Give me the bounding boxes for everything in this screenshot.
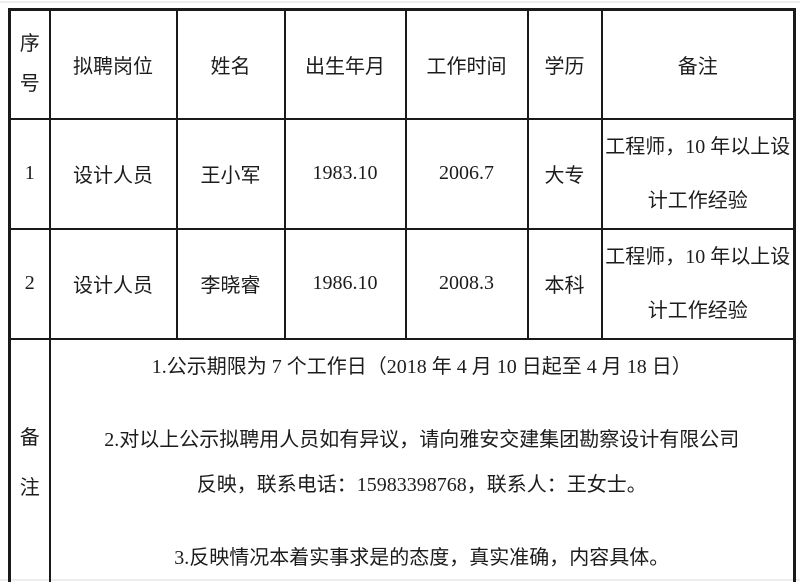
cell-work-start: 2008.3	[404, 227, 529, 340]
cell-name: 王小军	[175, 117, 286, 230]
footer-label-cell: 备注	[8, 337, 51, 582]
cell-position: 设计人员	[48, 227, 178, 340]
note-line: 1.公示期限为 7 个工作日（2018 年 4 月 10 日起至 4 月 18 …	[151, 355, 692, 378]
page-edge-top	[0, 1, 800, 3]
cell-remark: 工程师，10 年以上设计工作经验	[600, 117, 796, 230]
cell-index: 1	[8, 117, 51, 230]
header-cell-index: 序号	[8, 8, 51, 120]
header-cell-education: 学历	[526, 8, 603, 120]
footer-notes-cell: 1.公示期限为 7 个工作日（2018 年 4 月 10 日起至 4 月 18 …	[48, 337, 796, 582]
note-paragraph: 1.公示期限为 7 个工作日（2018 年 4 月 10 日起至 4 月 18 …	[52, 345, 793, 390]
cell-birth: 1986.10	[283, 227, 407, 340]
header-cell-work-start: 工作时间	[404, 8, 529, 120]
note-paragraph: 2.对以上公示拟聘用人员如有异议，请向雅安交建集团勘察设计有限公司 反映，联系电…	[52, 418, 793, 508]
header-row: 序号 拟聘岗位 姓名 出生年月 工作时间 学历 备注	[8, 8, 796, 120]
note-paragraph: 3.反映情况本着实事求是的态度，真实准确，内容具体。	[52, 536, 793, 581]
header-cell-birth: 出生年月	[283, 8, 407, 120]
table-row: 1 设计人员 王小军 1983.10 2006.7 大专 工程师，10 年以上设…	[8, 117, 796, 230]
header-cell-remark: 备注	[600, 8, 796, 120]
cell-work-start: 2006.7	[404, 117, 529, 230]
header-cell-position: 拟聘岗位	[48, 8, 178, 120]
cell-index: 2	[8, 227, 51, 340]
header-cell-name: 姓名	[175, 8, 286, 120]
note-line: 3.反映情况本着实事求是的态度，真实准确，内容具体。	[174, 546, 670, 569]
cell-remark: 工程师，10 年以上设计工作经验	[600, 227, 796, 340]
note-line: 2.对以上公示拟聘用人员如有异议，请向雅安交建集团勘察设计有限公司	[104, 428, 740, 451]
note-line: 反映，联系电话：15983398768，联系人：王女士。	[196, 473, 647, 496]
cell-name: 李晓睿	[175, 227, 286, 340]
cell-birth: 1983.10	[283, 117, 407, 230]
recruitment-publicity-table: 序号 拟聘岗位 姓名 出生年月 工作时间 学历 备注 1 设计人员 王小军 19…	[8, 8, 796, 582]
cell-position: 设计人员	[48, 117, 178, 230]
cell-education: 本科	[526, 227, 603, 340]
cell-education: 大专	[526, 117, 603, 230]
footer-row: 备注 1.公示期限为 7 个工作日（2018 年 4 月 10 日起至 4 月 …	[8, 337, 796, 582]
table-row: 2 设计人员 李晓睿 1986.10 2008.3 本科 工程师，10 年以上设…	[8, 227, 796, 340]
